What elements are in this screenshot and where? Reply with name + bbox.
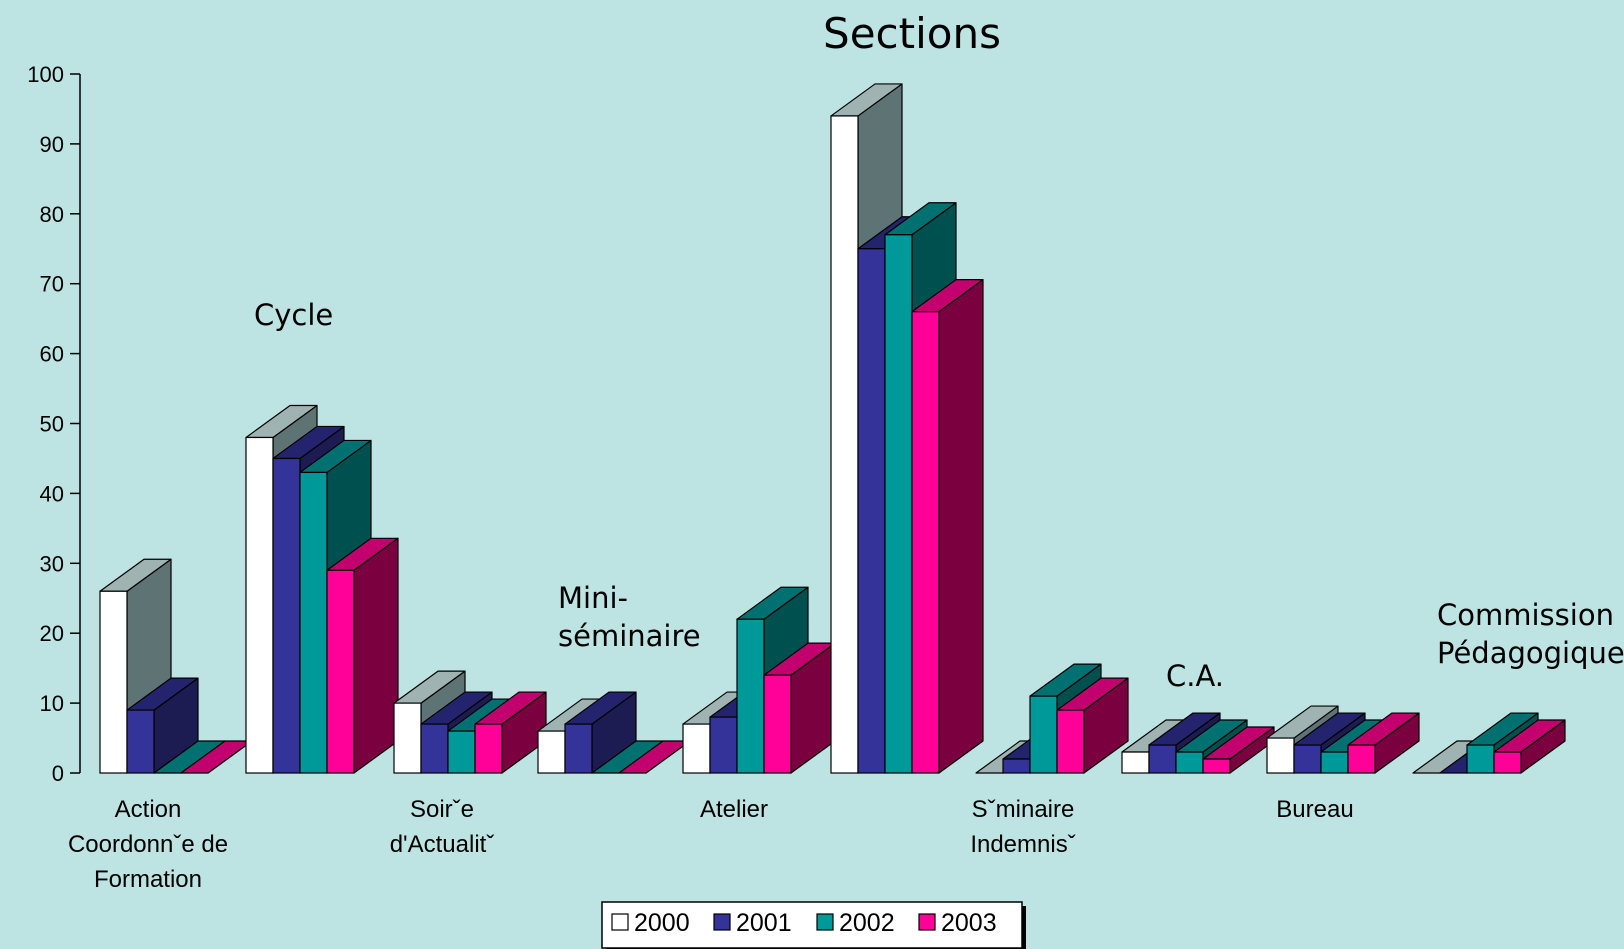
category-annotation: séminaire bbox=[558, 619, 701, 653]
category-group bbox=[1266, 705, 1420, 774]
bar-front bbox=[272, 457, 301, 774]
category-group bbox=[537, 691, 691, 774]
bar bbox=[126, 677, 199, 774]
bar-front bbox=[537, 730, 566, 774]
bar-front bbox=[1493, 751, 1522, 774]
bar bbox=[564, 691, 637, 774]
bar-front bbox=[1466, 744, 1495, 774]
bar bbox=[763, 642, 836, 774]
bar bbox=[474, 691, 547, 774]
annotations: Cycle Mini-séminaire C.A. Commission Pédagog… bbox=[254, 298, 1624, 693]
y-tick-label: 80 bbox=[40, 202, 64, 227]
category-group bbox=[1121, 712, 1275, 774]
legend-box bbox=[601, 901, 1023, 949]
category-group bbox=[975, 663, 1129, 774]
bar-front bbox=[1029, 695, 1058, 774]
legend-swatch bbox=[611, 913, 629, 931]
bar-front bbox=[857, 248, 886, 774]
y-axis: 0 10 20 30 40 50 60 70 80 90 100 bbox=[27, 62, 81, 786]
category-labels: Action Coordonnˇe de Formation Soirˇe d'Actu… bbox=[68, 796, 1354, 893]
category-label: Sˇminaire bbox=[972, 796, 1075, 823]
bar bbox=[1347, 712, 1420, 774]
bar-front bbox=[245, 436, 274, 774]
bar-front bbox=[1266, 737, 1295, 774]
bar-side bbox=[353, 537, 399, 774]
bar bbox=[1493, 719, 1566, 774]
y-tick-label: 40 bbox=[40, 481, 64, 506]
category-label: Indemnisˇ bbox=[970, 831, 1075, 858]
category-group bbox=[245, 404, 399, 774]
bar-side bbox=[938, 279, 984, 774]
y-tick-label: 70 bbox=[40, 272, 64, 297]
category-annotation: Commission bbox=[1437, 598, 1614, 632]
category-label: Bureau bbox=[1276, 796, 1353, 823]
bar-front bbox=[564, 723, 593, 774]
y-tick-label: 100 bbox=[27, 62, 64, 87]
legend-label: 2000 bbox=[634, 909, 690, 937]
bar-front bbox=[1121, 751, 1150, 774]
bar-front bbox=[1320, 751, 1349, 774]
category-label: Soirˇe bbox=[410, 796, 474, 823]
bar-front bbox=[1148, 744, 1177, 774]
bar-front bbox=[736, 618, 765, 774]
category-annotation: C.A. bbox=[1166, 659, 1224, 693]
bar-front bbox=[911, 311, 940, 774]
bar bbox=[911, 279, 984, 774]
category-annotation: Mini- bbox=[558, 581, 628, 615]
bar-front bbox=[763, 674, 792, 774]
y-tick-label: 50 bbox=[40, 412, 64, 437]
legend-label: 2001 bbox=[736, 909, 792, 937]
chart-title: Sections bbox=[823, 9, 1001, 58]
bar-front bbox=[99, 590, 128, 774]
bar-front bbox=[474, 723, 503, 774]
bar bbox=[1202, 726, 1275, 774]
category-group bbox=[99, 558, 253, 774]
legend-label: 2003 bbox=[941, 909, 997, 937]
bar-front bbox=[420, 723, 449, 774]
bar-front bbox=[1175, 751, 1204, 774]
legend-label: 2002 bbox=[839, 909, 895, 937]
bar-front bbox=[682, 723, 711, 774]
category-label: Action bbox=[115, 796, 182, 823]
category-annotation: Pédagogique bbox=[1437, 636, 1624, 670]
category-group bbox=[830, 83, 984, 774]
legend-swatch bbox=[918, 913, 936, 931]
y-tick-label: 10 bbox=[40, 691, 64, 716]
y-tick-label: 0 bbox=[52, 761, 64, 786]
bar bbox=[326, 537, 399, 774]
bar-front bbox=[1056, 709, 1085, 774]
y-tick-label: 20 bbox=[40, 621, 64, 646]
bar-front bbox=[326, 569, 355, 774]
bar-front bbox=[447, 730, 476, 774]
y-tick-label: 60 bbox=[40, 342, 64, 367]
legend-swatch bbox=[816, 913, 834, 931]
category-label: Coordonnˇe de bbox=[68, 831, 228, 858]
bar-front bbox=[126, 709, 155, 774]
bar-front bbox=[1293, 744, 1322, 774]
legend-swatch bbox=[713, 913, 731, 931]
bar-front bbox=[709, 716, 738, 774]
bars-layer bbox=[99, 83, 1566, 774]
bar-front bbox=[393, 702, 422, 774]
bar-front bbox=[299, 471, 328, 774]
category-label: Formation bbox=[94, 866, 202, 893]
y-tick-label: 90 bbox=[40, 132, 64, 157]
bar-front bbox=[830, 115, 859, 774]
y-tick-label: 30 bbox=[40, 551, 64, 576]
category-group bbox=[393, 670, 547, 774]
legend: 2000 2001 2002 2003 bbox=[601, 901, 1026, 949]
bar bbox=[1056, 677, 1129, 774]
category-label: d'Actualitˇ bbox=[390, 831, 495, 858]
category-annotation: Cycle bbox=[254, 298, 333, 332]
bar-front bbox=[1347, 744, 1376, 774]
bar-front bbox=[1202, 758, 1231, 774]
category-group bbox=[682, 586, 836, 774]
category-group bbox=[1412, 712, 1566, 774]
bar-front bbox=[884, 234, 913, 774]
category-label: Atelier bbox=[700, 796, 768, 823]
bar-front bbox=[1002, 758, 1031, 774]
